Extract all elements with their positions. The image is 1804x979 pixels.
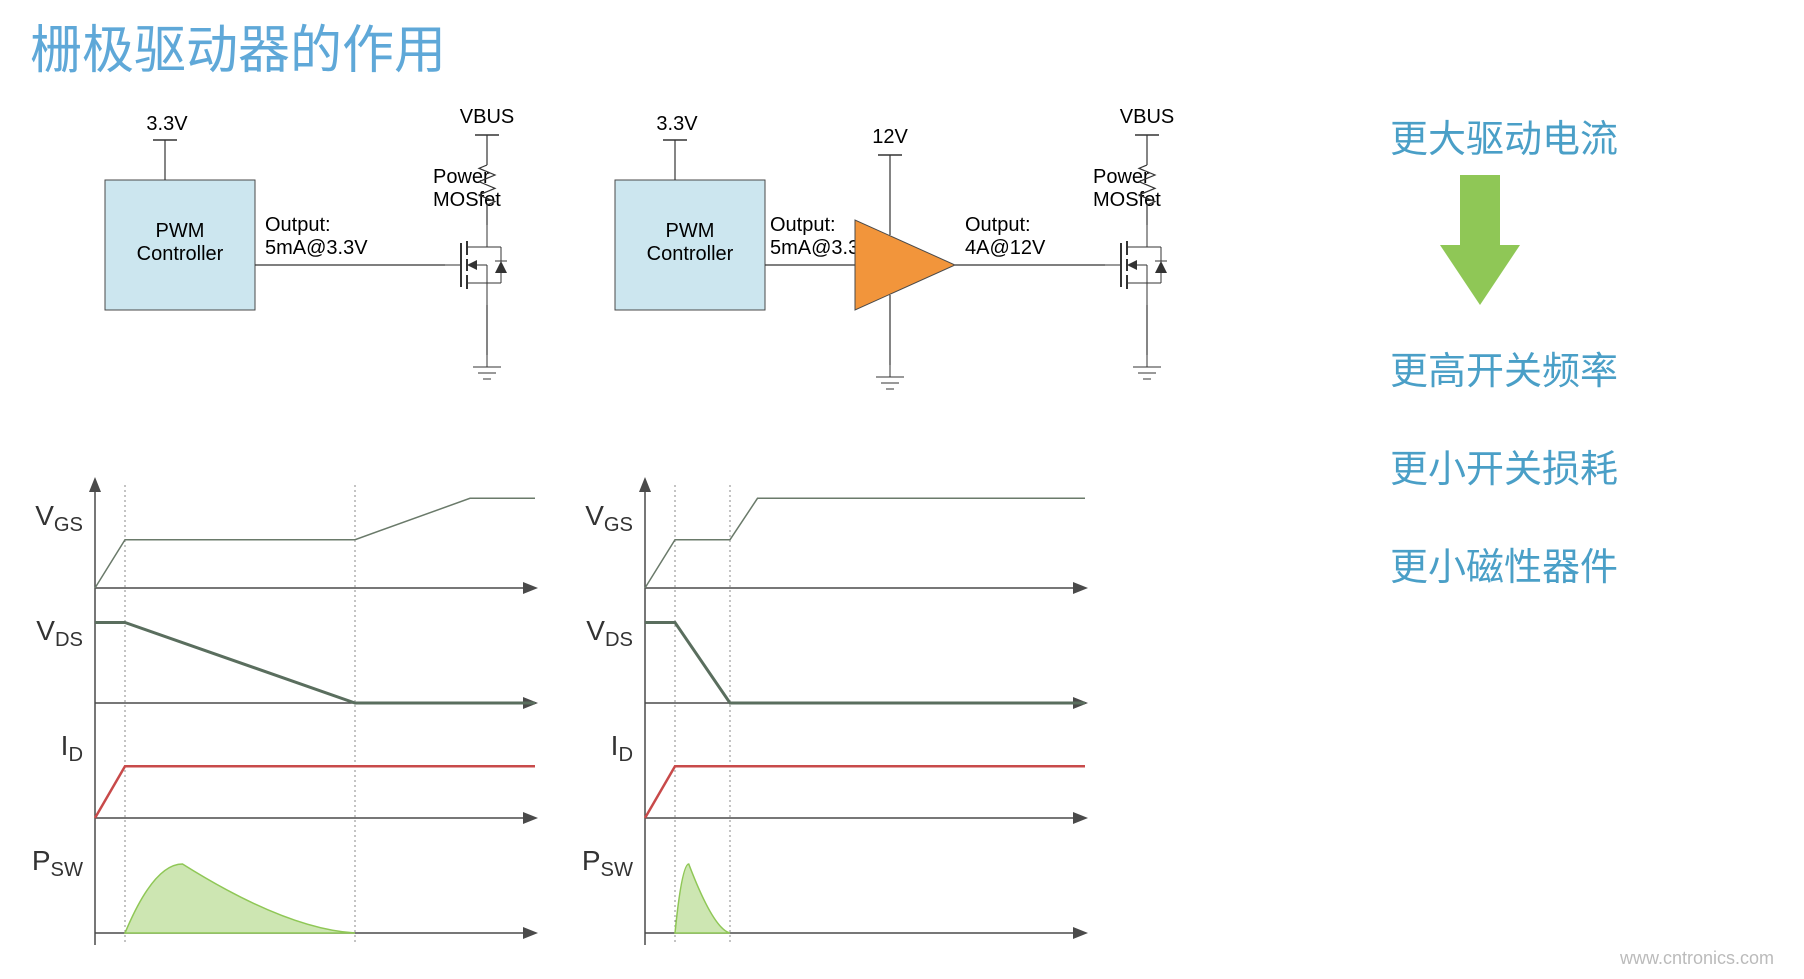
svg-text:ID: ID: [611, 730, 633, 766]
benefit-arrow-icon: [1420, 170, 1540, 330]
svg-text:Controller: Controller: [137, 243, 224, 265]
svg-text:PWM: PWM: [666, 220, 715, 242]
svg-text:3.3V: 3.3V: [146, 113, 188, 135]
svg-text:VDS: VDS: [586, 615, 633, 651]
svg-text:PSW: PSW: [582, 845, 633, 881]
svg-text:Output:: Output:: [265, 214, 331, 236]
svg-text:VDS: VDS: [36, 615, 83, 651]
svg-text:VBUS: VBUS: [460, 106, 514, 128]
svg-text:5mA@3.3V: 5mA@3.3V: [265, 237, 368, 259]
svg-text:12V: 12V: [872, 126, 908, 148]
svg-text:3.3V: 3.3V: [656, 113, 698, 135]
svg-text:PWM: PWM: [156, 220, 205, 242]
page-title: 栅极驱动器的作用: [30, 8, 446, 83]
svg-text:VGS: VGS: [35, 500, 83, 536]
svg-text:Output:: Output:: [965, 214, 1031, 236]
svg-text:VGS: VGS: [585, 500, 633, 536]
svg-text:VBUS: VBUS: [1120, 106, 1174, 128]
svg-text:4A@12V: 4A@12V: [965, 237, 1046, 259]
svg-text:Controller: Controller: [647, 243, 734, 265]
waveforms-left: VGS VDS ID PSW: [30, 470, 550, 970]
benefit-3: 更小开关损耗: [1390, 438, 1618, 493]
svg-text:PSW: PSW: [32, 845, 83, 881]
svg-text:Output:: Output:: [770, 214, 836, 236]
svg-text:ID: ID: [61, 730, 83, 766]
benefit-4: 更小磁性器件: [1390, 536, 1618, 591]
watermark: www.cntronics.com: [1620, 948, 1774, 969]
benefit-1: 更大驱动电流: [1390, 108, 1618, 163]
benefit-2: 更高开关频率: [1390, 340, 1618, 395]
circuit-left: PWMController3.3VOutput:5mA@3.3V PowerMO…: [90, 100, 590, 440]
circuit-right: PWMController3.3VOutput:5mA@3.3V12V Outp…: [600, 100, 1230, 440]
waveforms-right: VGS VDS ID PSW: [580, 470, 1100, 970]
